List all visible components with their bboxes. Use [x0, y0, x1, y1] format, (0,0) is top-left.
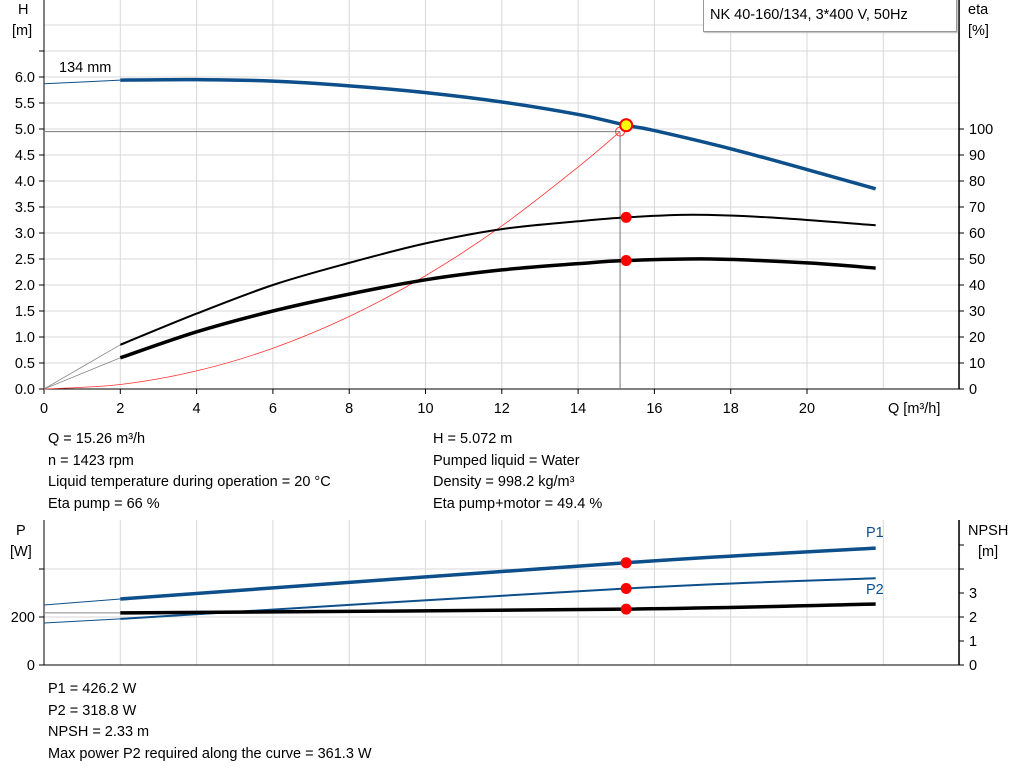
y-tick-label: 4.0 — [15, 174, 35, 190]
head-curve-extension — [43, 79, 121, 85]
y-tick-label: 0.0 — [15, 382, 35, 398]
result-p2: P2 = 318.8 W — [48, 702, 137, 719]
y-right-tick-label: 2 — [969, 610, 977, 626]
results-bottom: P1 = 426.2 W P2 = 318.8 W NPSH = 2.33 m … — [48, 679, 372, 765]
results-top-right: H = 5.072 m Pumped liquid = Water Densit… — [433, 429, 602, 515]
result-density: Density = 998.2 kg/m³ — [433, 474, 575, 490]
result-eta-pump-motor: Eta pump+motor = 49.4 % — [433, 495, 603, 512]
p1-curve-extension — [43, 598, 121, 606]
y-right-axis-label: eta — [968, 2, 989, 18]
result-flow: Q = 15.26 m³/h — [48, 431, 146, 447]
x-tick-label: 10 — [417, 401, 433, 417]
y-right-tick-label: 20 — [969, 330, 985, 346]
result-eta-pump: Eta pump = 66 % — [48, 495, 160, 512]
y-axis-unit: [m] — [12, 23, 32, 39]
x-tick-label: 2 — [116, 401, 124, 417]
y-right-axis-label: NPSH — [968, 523, 1008, 539]
eta-pump-motor-curve — [119, 257, 876, 360]
y-right-tick-label: 60 — [969, 226, 985, 242]
npsh-curve — [120, 602, 876, 615]
y-right-tick-label: 80 — [969, 174, 985, 190]
result-head: H = 5.072 m — [433, 431, 513, 447]
eta-pump-motor-curve-extension — [43, 357, 121, 390]
y-right-tick-label: 3 — [969, 586, 977, 602]
y-axis-label: H — [18, 2, 28, 18]
p2-curve-extension — [43, 618, 121, 624]
eta-pump-curve — [119, 213, 876, 346]
y-right-axis-unit: [m] — [978, 544, 998, 560]
y-tick-label: 5.0 — [15, 122, 35, 138]
y-right-tick-label: 10 — [969, 356, 985, 372]
y-right-tick-label: 30 — [969, 304, 985, 320]
result-p1: P1 = 426.2 W — [48, 681, 137, 697]
y-tick-label: 1.5 — [15, 304, 35, 320]
y-tick-label: 3.5 — [15, 200, 35, 216]
x-tick-label: 6 — [269, 401, 277, 417]
x-tick-label: 14 — [570, 401, 586, 417]
x-tick-label: 8 — [345, 401, 353, 417]
p2-label: P2 — [866, 582, 884, 598]
x-tick-label: 16 — [646, 401, 662, 417]
result-npsh: NPSH = 2.33 m — [48, 724, 150, 740]
y-right-tick-label: 50 — [969, 252, 985, 268]
y-right-tick-label: 90 — [969, 148, 985, 164]
result-max-p2: Max power P2 required along the curve = … — [48, 745, 372, 762]
y-tick-label: 4.5 — [15, 148, 35, 164]
x-axis-label: Q [m³/h] — [888, 401, 940, 417]
y-tick-label: 3.0 — [15, 226, 35, 242]
results-top-left: Q = 15.26 m³/h n = 1423 rpm Liquid tempe… — [48, 429, 331, 515]
y-tick-label: 2.0 — [15, 278, 35, 294]
y-axis-label: P — [16, 523, 26, 539]
y-right-tick-label: 70 — [969, 200, 985, 216]
x-tick-label: 18 — [723, 401, 739, 417]
x-tick-label: 4 — [193, 401, 201, 417]
p1-curve — [120, 546, 876, 601]
y-right-tick-label: 100 — [969, 122, 993, 138]
y-right-tick-label: 40 — [969, 278, 985, 294]
y-tick-label: 200 — [11, 610, 35, 626]
y-right-tick-label: 1 — [969, 634, 977, 650]
y-tick-label: 2.5 — [15, 252, 35, 268]
y-tick-label: 1.0 — [15, 330, 35, 346]
result-liquid-temp: Liquid temperature during operation = 20… — [48, 474, 331, 490]
y-right-axis-unit: [%] — [968, 23, 989, 39]
duty-point — [619, 118, 634, 133]
y-tick-label: 0.5 — [15, 356, 35, 372]
x-tick-label: 12 — [494, 401, 510, 417]
y-tick-label: 5.5 — [15, 96, 35, 112]
npsh-curve-operating-point — [620, 603, 632, 615]
y-right-tick-label: 0 — [969, 658, 977, 674]
p1-curve-operating-point — [620, 557, 632, 569]
y-right-tick-label: 0 — [969, 382, 977, 398]
result-speed: n = 1423 rpm — [48, 452, 134, 469]
p1-label: P1 — [866, 525, 884, 541]
curve-label: 134 mm — [59, 60, 111, 76]
head-curve — [120, 77, 877, 191]
eta-pump-operating-point — [620, 211, 632, 223]
eta-pump-motor-operating-point — [620, 255, 632, 267]
y-tick-label: 6.0 — [15, 70, 35, 86]
pump-title-box: NK 40-160/134, 3*400 V, 50Hz — [703, 0, 957, 32]
system-curve — [43, 131, 621, 390]
x-tick-label: 0 — [40, 401, 48, 417]
y-tick-label: 0 — [27, 658, 35, 674]
x-tick-label: 20 — [799, 401, 815, 417]
p2-curve-operating-point — [620, 582, 632, 594]
result-liquid: Pumped liquid = Water — [433, 452, 580, 469]
eta-pump-curve-extension — [43, 344, 121, 390]
y-axis-unit: [W] — [10, 544, 32, 560]
